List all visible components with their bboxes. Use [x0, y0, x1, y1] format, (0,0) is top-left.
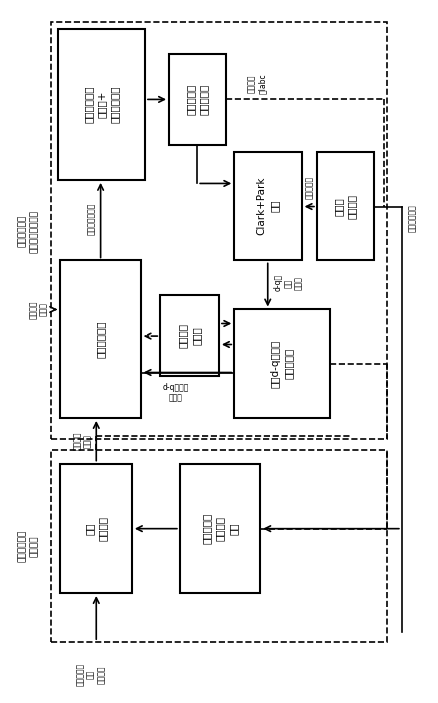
Text: 永磁同步电机
转矩预测控制模块: 永磁同步电机 转矩预测控制模块: [18, 209, 39, 252]
Text: 两级三相全桥
逆变器+
永磁同步电机: 两级三相全桥 逆变器+ 永磁同步电机: [83, 86, 120, 124]
Text: 电机转矩
等信号: 电机转矩 等信号: [73, 432, 92, 451]
Text: 电流传感器
光点采集器: 电流传感器 光点采集器: [186, 84, 209, 115]
Bar: [234, 152, 302, 261]
Text: 电机最大轴
输出转矩
计算: 电机最大轴 输出转矩 计算: [202, 512, 238, 544]
Text: 定子d-q轴电流
离散化方程: 定子d-q轴电流 离散化方程: [271, 340, 294, 388]
Text: 电机角位移: 电机角位移: [305, 176, 314, 199]
Text: 滚动优化函数: 滚动优化函数: [95, 321, 106, 358]
Text: 三相电流
值Iabc: 三相电流 值Iabc: [247, 73, 267, 93]
Text: 电机机械转速: 电机机械转速: [408, 205, 417, 232]
Bar: [169, 54, 226, 145]
Text: d-q轴电流
估算值: d-q轴电流 估算值: [162, 383, 189, 402]
Text: 电机转速
等信号: 电机转速 等信号: [29, 300, 48, 318]
Text: 整车转矩需求
估算模块: 整车转矩需求 估算模块: [18, 530, 39, 562]
Bar: [60, 463, 132, 593]
Bar: [180, 463, 260, 593]
Bar: [317, 152, 374, 261]
Bar: [51, 22, 387, 439]
Text: 开关状态
候选集: 开关状态 候选集: [178, 323, 201, 348]
Bar: [60, 261, 141, 418]
Text: 逆变器开关信号: 逆变器开关信号: [87, 202, 96, 235]
Bar: [160, 295, 219, 376]
Bar: [234, 309, 330, 418]
Bar: [51, 449, 387, 642]
Text: Clark+Park
变换: Clark+Park 变换: [256, 177, 279, 236]
Bar: [58, 30, 145, 180]
Text: 驾驶员加速
制动
输入信号: 驾驶员加速 制动 输入信号: [76, 663, 106, 686]
Text: 角位移
积分计算: 角位移 积分计算: [334, 194, 357, 219]
Text: 驱动
需求转矩: 驱动 需求转矩: [85, 516, 108, 541]
Text: d-q轴
电流
当前值: d-q轴 电流 当前值: [273, 274, 303, 292]
